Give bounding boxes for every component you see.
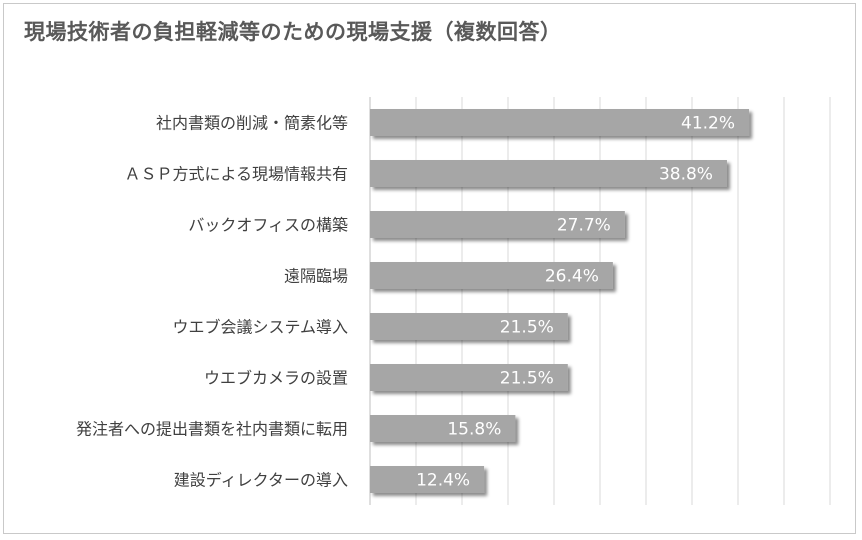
category-label: 社内書類の削減・簡素化等 — [156, 114, 348, 133]
chart-title: 現場技術者の負担軽減等のための現場支援（複数回答） — [24, 20, 562, 44]
bar — [370, 466, 485, 493]
category-label: ウエブ会議システム導入 — [172, 318, 348, 337]
data-label: 21.5% — [500, 369, 554, 389]
category-label: ＡＳＰ方式による現場情報共有 — [124, 165, 348, 184]
data-label: 21.5% — [500, 318, 554, 338]
category-label: 遠隔臨場 — [284, 267, 348, 286]
category-label: バックオフィスの構築 — [188, 216, 348, 235]
data-label: 15.8% — [447, 420, 501, 440]
bar — [370, 313, 568, 340]
category-label: 発注者への提出書類を社内書類に転用 — [76, 420, 348, 439]
bar — [370, 160, 727, 187]
bar — [370, 211, 625, 238]
category-label: ウエブカメラの設置 — [204, 369, 348, 388]
data-label: 12.4% — [416, 471, 470, 491]
bar — [370, 262, 613, 289]
bar — [370, 364, 568, 391]
bar — [370, 109, 750, 136]
data-label: 26.4% — [545, 267, 599, 287]
bar — [370, 415, 516, 442]
data-label: 27.7% — [557, 216, 611, 236]
data-label: 38.8% — [659, 165, 713, 185]
data-label: 41.2% — [681, 114, 735, 134]
category-label: 建設ディレクターの導入 — [174, 471, 348, 490]
